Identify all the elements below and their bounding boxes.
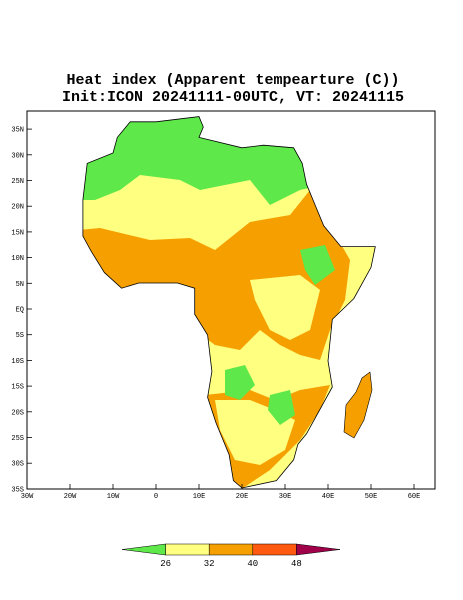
lat-tick-label: EQ [16, 307, 24, 315]
colorbar-segment [121, 543, 166, 556]
heat-field [82, 116, 376, 488]
lat-tick-label: 30S [11, 461, 24, 469]
lat-tick-label: 25S [11, 435, 24, 443]
lon-tick-label: 30W [21, 493, 34, 501]
madagascar [343, 371, 373, 439]
lon-tick-label: 10W [107, 493, 120, 501]
lat-tick-label: 5S [16, 332, 24, 340]
title: Heat index (Apparent tempearture (C)) [66, 72, 399, 89]
colorbar-segment [252, 543, 297, 556]
lon-tick-label: 20E [236, 493, 249, 501]
lon-tick-label: 20W [64, 493, 77, 501]
lon-tick-label: 0 [154, 493, 158, 501]
colorbar-segment [296, 543, 341, 556]
lat-tick-label: 35S [11, 486, 24, 494]
lat-tick-label: 20N [11, 204, 24, 212]
lon-tick-label: 60E [408, 493, 421, 501]
lat-tick-label: 35N [11, 127, 24, 135]
lat-tick-label: 5N [16, 281, 24, 289]
colorbar-label: 26 [160, 559, 171, 569]
lon-tick-label: 30E [279, 493, 292, 501]
lon-tick-label: 10E [193, 493, 206, 501]
colorbar-label: 32 [204, 559, 215, 569]
lon-tick-label: 50E [365, 493, 378, 501]
coastline [82, 116, 376, 489]
subtitle: Init:ICON 20241111-00UTC, VT: 20241115 [62, 89, 404, 106]
lat-tick-label: 20S [11, 409, 24, 417]
colorbar-segment [165, 543, 210, 556]
lat-tick-label: 10N [11, 255, 24, 263]
map-frame [26, 110, 436, 490]
lon-tick-label: 40E [322, 493, 335, 501]
colorbar-label: 40 [247, 559, 258, 569]
lat-tick-label: 25N [11, 178, 24, 186]
colorbar-segment [208, 543, 254, 556]
lat-tick-label: 15S [11, 384, 24, 392]
lat-tick-label: 15N [11, 229, 24, 237]
lat-tick-label: 30N [11, 152, 24, 160]
colorbar-label: 48 [291, 559, 302, 569]
lat-tick-label: 10S [11, 358, 24, 366]
